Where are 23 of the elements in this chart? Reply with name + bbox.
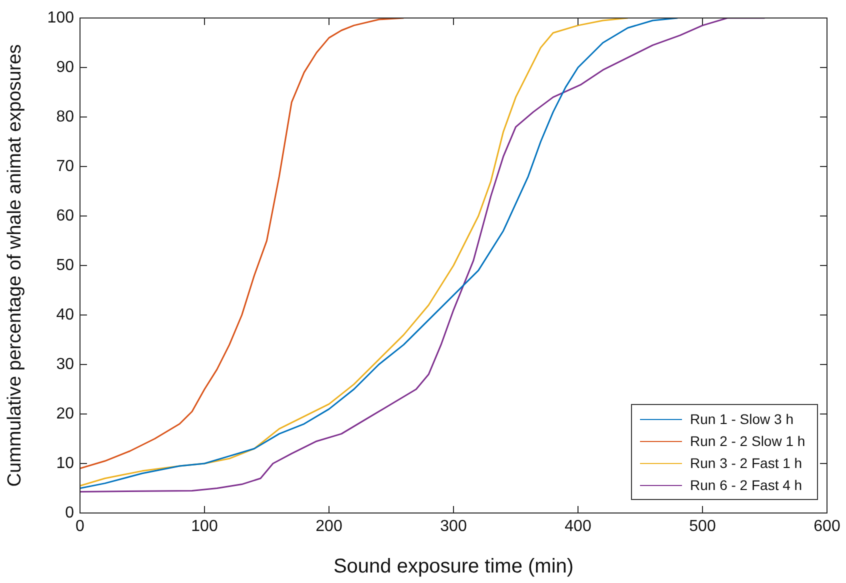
legend-label: Run 1 - Slow 3 h — [690, 411, 794, 427]
y-tick-label: 0 — [65, 504, 74, 522]
legend-label: Run 2 - 2 Slow 1 h — [690, 433, 806, 449]
x-tick-label: 600 — [814, 518, 840, 536]
legend-label: Run 3 - 2 Fast 1 h — [690, 455, 802, 471]
x-tick-label: 300 — [440, 518, 467, 536]
y-tick-label: 90 — [56, 58, 74, 76]
x-tick-label: 200 — [316, 518, 342, 536]
y-tick-label: 10 — [56, 454, 74, 472]
x-tick-label: 100 — [191, 518, 218, 536]
y-tick-label: 30 — [56, 356, 74, 373]
x-axis-title: Sound exposure time (min) — [333, 556, 574, 578]
y-tick-label: 60 — [56, 207, 74, 224]
y-tick-label: 100 — [47, 9, 74, 26]
y-tick-label: 40 — [56, 306, 74, 324]
x-tick-label: 400 — [564, 518, 592, 536]
y-tick-label: 70 — [56, 158, 74, 175]
y-axis-title: Cummulative percentage of whale animat exposures — [4, 44, 26, 487]
y-tick-label: 50 — [56, 256, 74, 274]
x-tick-label: 500 — [689, 518, 716, 536]
y-tick-label: 20 — [56, 405, 74, 422]
legend-label: Run 6 - 2 Fast 4 h — [690, 477, 802, 493]
y-tick-label: 80 — [56, 108, 74, 126]
